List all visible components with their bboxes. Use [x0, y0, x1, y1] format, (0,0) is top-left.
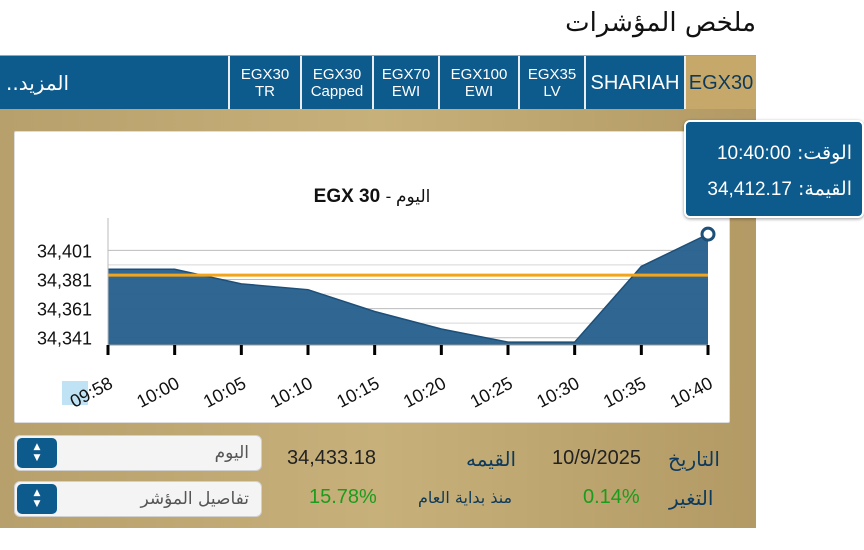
tab-sublabel: Capped — [310, 83, 364, 100]
tab-label: EGX100 — [450, 66, 508, 83]
tab-label: EGX35 — [527, 66, 577, 83]
change-label: التغير — [669, 486, 714, 510]
tab-egx70-ewi[interactable]: EGX70 EWI — [372, 56, 438, 110]
more-tab[interactable]: المزيد.. — [6, 71, 70, 95]
updown-arrows-icon: ▲ ▼ — [17, 438, 57, 468]
tab-shariah[interactable]: SHARIAH — [584, 56, 684, 110]
tab-sublabel: EWI — [391, 83, 421, 100]
page-title: ملخص المؤشرات — [565, 8, 756, 38]
details-select[interactable]: ▲ ▼ تفاصيل المؤشر — [14, 481, 262, 517]
chart-tooltip: الوقت: 10:40:00 القيمة: 34,412.17 — [684, 120, 864, 218]
ytd-change-value: 15.78% — [309, 486, 377, 508]
tab-label: EGX70 — [381, 66, 431, 83]
period-select[interactable]: ▲ ▼ اليوم — [14, 435, 262, 471]
tab-egx100-ewi[interactable]: EGX100 EWI — [438, 56, 518, 110]
index-value: 34,433.18 — [287, 447, 376, 469]
updown-arrows-icon: ▲ ▼ — [17, 484, 57, 514]
chart-index-name: EGX 30 — [313, 186, 381, 207]
tab-sublabel: TR — [255, 83, 275, 100]
tab-egx30-tr[interactable]: EGX30 TR — [228, 56, 300, 110]
chart-separator: - — [385, 187, 396, 206]
tab-egx30-capped[interactable]: EGX30 Capped — [300, 56, 372, 110]
tooltip-value-row: القيمة: 34,412.17 — [707, 178, 852, 201]
tooltip-time-row: الوقت: 10:40:00 — [717, 142, 852, 165]
tab-label: EGX30 — [240, 66, 290, 83]
chart-container: EGX 30 - اليوم — [14, 131, 730, 423]
date-label: التاريخ — [668, 447, 720, 471]
tab-label: SHARIAH — [590, 71, 680, 94]
index-panel: EGX 30 - اليوم ▲ ▼ اليوم ▲ ▼ تفاصيل المؤشر… — [0, 109, 756, 528]
chart-title: EGX 30 - اليوم — [15, 186, 729, 208]
ytd-label: منذ بداية العام — [418, 488, 513, 507]
tab-label: EGX30 — [312, 66, 362, 83]
details-select-value: تفاصيل المؤشر — [140, 489, 250, 509]
chart-period: اليوم — [396, 187, 431, 207]
tab-egx35-lv[interactable]: EGX35 LV — [518, 56, 584, 110]
date-value: 10/9/2025 — [552, 447, 641, 469]
tab-sublabel: EWI — [464, 83, 494, 100]
tooltip-value-value: 34,412.17 — [707, 179, 792, 200]
tooltip-value-label: القيمة: — [798, 178, 852, 200]
index-tab-bar: المزيد.. EGX30 TR EGX30 Capped EGX70 EWI… — [0, 55, 756, 110]
tab-label: EGX30 — [688, 71, 754, 94]
index-value-label: القيمه — [466, 447, 517, 471]
tooltip-time-label: الوقت: — [796, 142, 852, 164]
tab-egx30[interactable]: EGX30 — [684, 56, 756, 110]
tab-sublabel: LV — [543, 83, 561, 100]
change-value: 0.14% — [583, 486, 640, 508]
tooltip-time-value: 10:40:00 — [716, 143, 791, 164]
period-select-value: اليوم — [214, 443, 249, 463]
